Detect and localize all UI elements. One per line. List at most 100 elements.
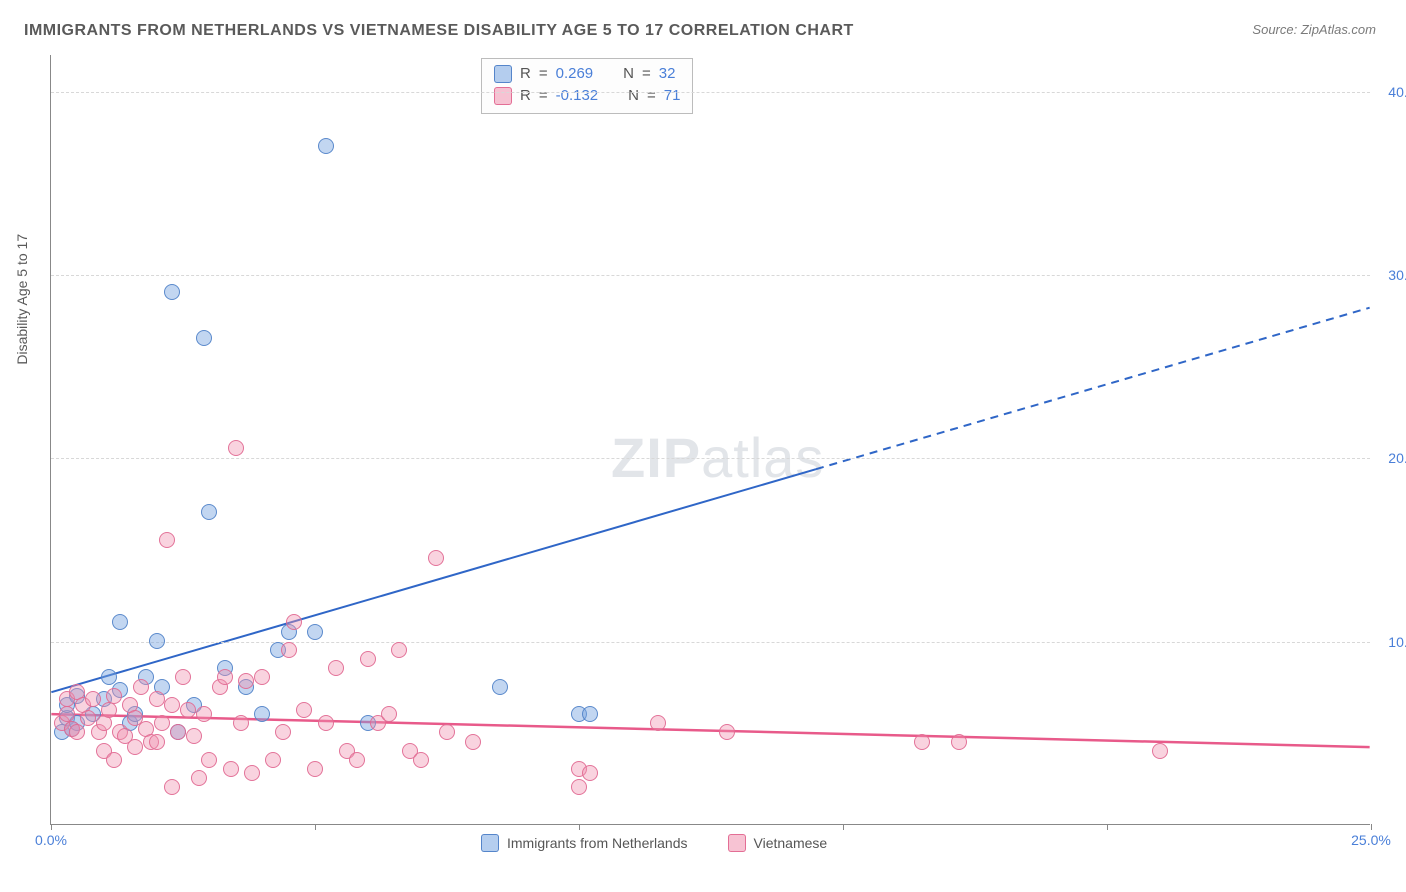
gridline <box>51 458 1370 459</box>
data-point <box>85 691 101 707</box>
r-value-blue: 0.269 <box>556 63 594 85</box>
data-point <box>381 706 397 722</box>
data-point <box>413 752 429 768</box>
data-point <box>328 660 344 676</box>
n-value-pink: 71 <box>664 85 681 107</box>
swatch-pink-icon <box>728 834 746 852</box>
data-point <box>106 688 122 704</box>
y-axis-label: Disability Age 5 to 17 <box>14 234 30 365</box>
data-point <box>582 765 598 781</box>
ytick-label: 30.0% <box>1388 267 1406 283</box>
data-point <box>164 697 180 713</box>
ytick-label: 20.0% <box>1388 450 1406 466</box>
gridline <box>51 92 1370 93</box>
ytick-label: 10.0% <box>1388 634 1406 650</box>
eq: = <box>647 85 656 107</box>
data-point <box>391 642 407 658</box>
stat-row-pink: R = -0.132 N = 71 <box>494 85 680 107</box>
data-point <box>164 779 180 795</box>
eq: = <box>642 63 651 85</box>
correlation-legend: R = 0.269 N = 32 R = -0.132 N = 71 <box>481 58 693 114</box>
data-point <box>244 765 260 781</box>
data-point <box>164 284 180 300</box>
source-label: Source: <box>1252 22 1297 37</box>
data-point <box>149 633 165 649</box>
legend-item-pink: Vietnamese <box>728 834 828 852</box>
swatch-pink-icon <box>494 87 512 105</box>
data-point <box>159 532 175 548</box>
xtick-label: 0.0% <box>35 832 67 848</box>
xtick-mark <box>579 824 580 830</box>
r-value-pink: -0.132 <box>556 85 599 107</box>
data-point <box>59 706 75 722</box>
data-point <box>318 138 334 154</box>
data-point <box>439 724 455 740</box>
n-label: N <box>628 85 639 107</box>
data-point <box>951 734 967 750</box>
xtick-mark <box>1371 824 1372 830</box>
xtick-mark <box>1107 824 1108 830</box>
data-point <box>349 752 365 768</box>
data-point <box>254 706 270 722</box>
data-point <box>275 724 291 740</box>
xtick-mark <box>315 824 316 830</box>
data-point <box>582 706 598 722</box>
data-point <box>186 728 202 744</box>
data-point <box>228 440 244 456</box>
ytick-label: 40.0% <box>1388 84 1406 100</box>
data-point <box>69 724 85 740</box>
data-point <box>650 715 666 731</box>
r-label: R <box>520 63 531 85</box>
eq: = <box>539 63 548 85</box>
data-point <box>492 679 508 695</box>
data-point <box>465 734 481 750</box>
r-label: R <box>520 85 531 107</box>
data-point <box>154 715 170 731</box>
data-point <box>233 715 249 731</box>
data-point <box>223 761 239 777</box>
data-point <box>217 669 233 685</box>
data-point <box>1152 743 1168 759</box>
xtick-mark <box>843 824 844 830</box>
data-point <box>101 702 117 718</box>
data-point <box>127 739 143 755</box>
gridline <box>51 275 1370 276</box>
chart-container: IMMIGRANTS FROM NETHERLANDS VS VIETNAMES… <box>0 0 1406 892</box>
data-point <box>191 770 207 786</box>
data-point <box>80 710 96 726</box>
data-point <box>296 702 312 718</box>
data-point <box>254 669 270 685</box>
data-point <box>286 614 302 630</box>
data-point <box>914 734 930 750</box>
data-point <box>307 761 323 777</box>
data-point <box>196 330 212 346</box>
stat-row-blue: R = 0.269 N = 32 <box>494 63 680 85</box>
data-point <box>149 734 165 750</box>
data-point <box>106 752 122 768</box>
legend-label-blue: Immigrants from Netherlands <box>507 835 688 851</box>
source-name: ZipAtlas.com <box>1301 22 1376 37</box>
legend-item-blue: Immigrants from Netherlands <box>481 834 688 852</box>
gridline <box>51 642 1370 643</box>
series-legend: Immigrants from Netherlands Vietnamese <box>481 834 827 852</box>
data-point <box>133 679 149 695</box>
data-point <box>360 651 376 667</box>
data-point <box>265 752 281 768</box>
trend-lines <box>51 55 1370 824</box>
data-point <box>428 550 444 566</box>
data-point <box>201 752 217 768</box>
data-point <box>281 642 297 658</box>
source-attribution: Source: ZipAtlas.com <box>1252 22 1376 37</box>
data-point <box>170 724 186 740</box>
data-point <box>112 614 128 630</box>
data-point <box>318 715 334 731</box>
data-point <box>149 691 165 707</box>
n-value-blue: 32 <box>659 63 676 85</box>
legend-label-pink: Vietnamese <box>754 835 828 851</box>
eq: = <box>539 85 548 107</box>
swatch-blue-icon <box>481 834 499 852</box>
data-point <box>571 779 587 795</box>
data-point <box>238 673 254 689</box>
plot-area: ZIPatlas R = 0.269 N = 32 R = -0.132 N <box>50 55 1370 825</box>
data-point <box>719 724 735 740</box>
